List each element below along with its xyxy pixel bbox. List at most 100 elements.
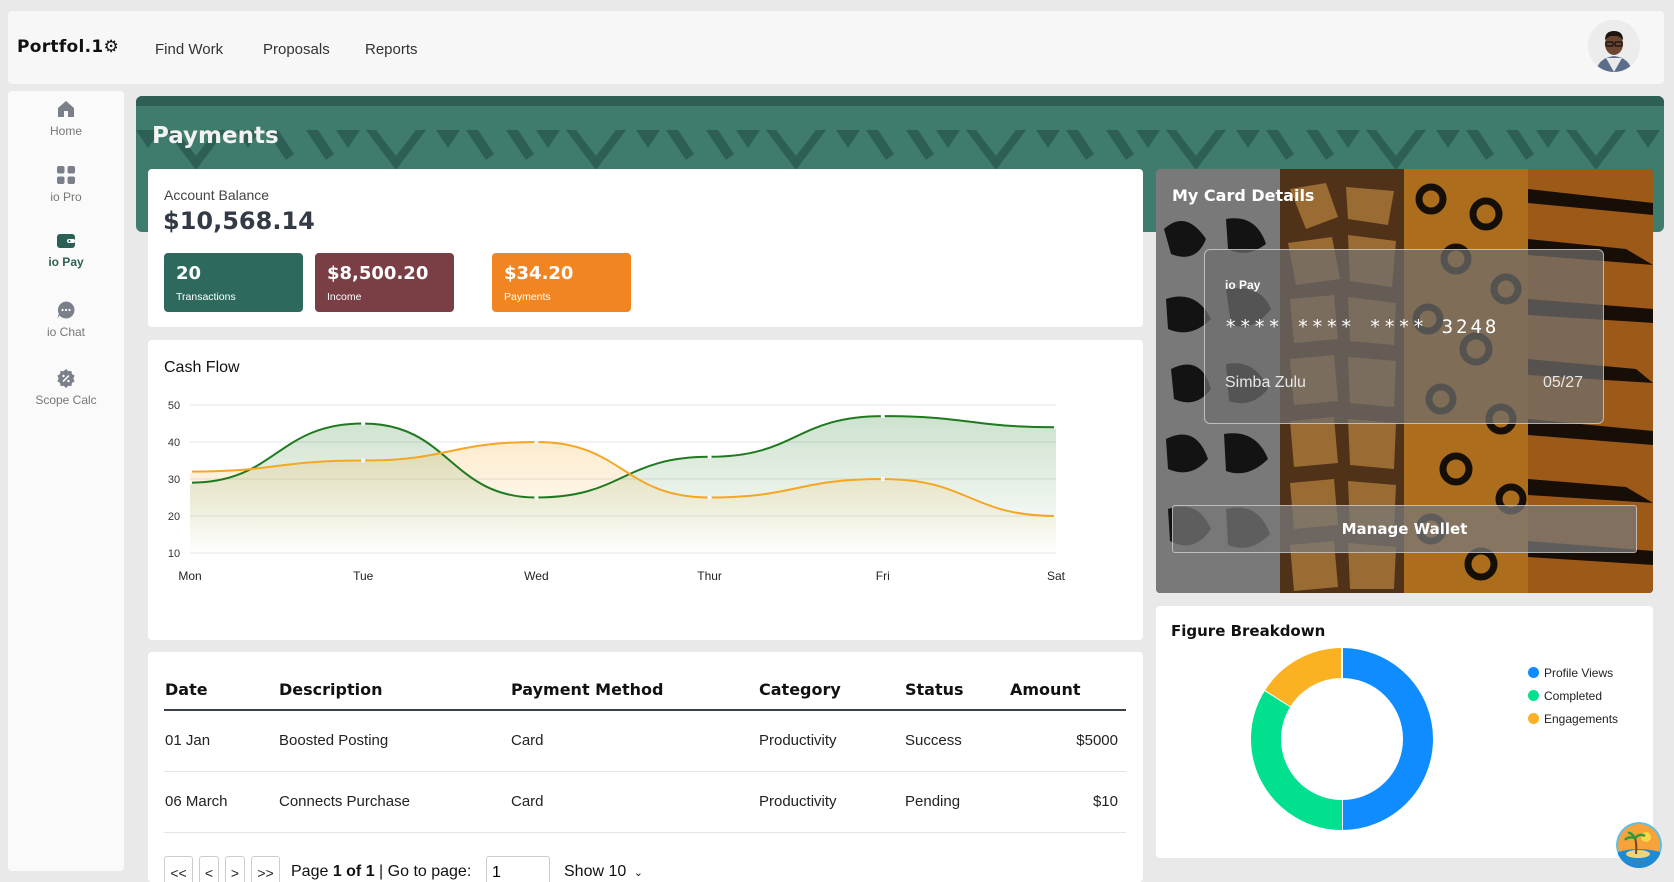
- table-header-row: Date Description Payment Method Category…: [164, 670, 1126, 711]
- data-point: [534, 440, 539, 444]
- account-balance-card: Account Balance $10,568.14 20 Transactio…: [148, 169, 1143, 327]
- next-page-button[interactable]: >: [225, 856, 245, 882]
- sidebar: Home io Pro io Pay io Chat Scope Calc: [8, 91, 124, 871]
- legend-profile-views: Profile Views: [1528, 666, 1613, 680]
- avatar-image: [1588, 20, 1640, 72]
- card-number: **** **** **** 3248: [1225, 316, 1500, 338]
- stat-label: Payments: [504, 291, 551, 303]
- stat-label: Transactions: [176, 291, 236, 303]
- col-description[interactable]: Description: [278, 670, 510, 711]
- tribal-pattern: [136, 96, 1664, 170]
- page-prefix: Page: [291, 863, 333, 880]
- sidebar-item-label: io Pay: [48, 255, 84, 269]
- x-tick-label: Sat: [1047, 569, 1066, 583]
- card-expiry: 05/27: [1542, 374, 1583, 391]
- figure-breakdown-card: Figure Breakdown Profile Views Completed…: [1156, 606, 1653, 858]
- cell-description: Connects Purchase: [278, 771, 510, 833]
- home-icon: [58, 101, 74, 117]
- legend-completed: Completed: [1528, 689, 1602, 703]
- sidebar-item-io-chat[interactable]: io Chat: [8, 300, 124, 339]
- data-point: [1054, 425, 1058, 430]
- y-tick-label: 10: [168, 548, 180, 560]
- cell-category: Productivity: [758, 710, 904, 772]
- data-point: [707, 454, 712, 459]
- stat-value: $8,500.20: [327, 263, 429, 284]
- first-page-button[interactable]: <<: [164, 856, 193, 882]
- goto-page-input[interactable]: [486, 856, 550, 882]
- legend-dot: [1528, 713, 1539, 724]
- cash-flow-title: Cash Flow: [164, 359, 240, 376]
- stat-transactions[interactable]: 20 Transactions: [164, 253, 303, 312]
- sidebar-item-io-pay[interactable]: io Pay: [8, 232, 124, 269]
- payment-card[interactable]: io Pay **** **** **** 3248 Simba Zulu 05…: [1204, 249, 1604, 424]
- card-holder: Simba Zulu: [1225, 374, 1306, 391]
- manage-wallet-button[interactable]: Manage Wallet: [1172, 505, 1637, 553]
- y-tick-label: 30: [168, 474, 180, 486]
- cell-date: 06 March: [164, 771, 278, 833]
- logo-text: Portfol.1: [17, 37, 104, 57]
- table-row[interactable]: 01 Jan Boosted Posting Card Productivity…: [164, 710, 1126, 772]
- cell-description: Boosted Posting: [278, 710, 510, 772]
- slice-separator: [1264, 689, 1292, 708]
- x-tick-label: Tue: [353, 569, 374, 583]
- donut-slice: [1265, 648, 1343, 707]
- nav-proposals[interactable]: Proposals: [263, 41, 330, 58]
- col-payment-method[interactable]: Payment Method: [510, 670, 758, 711]
- floating-app-button[interactable]: [1616, 822, 1662, 868]
- stat-income[interactable]: $8,500.20 Income: [315, 253, 454, 312]
- sidebar-item-label: Scope Calc: [35, 393, 97, 407]
- y-tick-label: 40: [168, 437, 180, 449]
- cell-date: 01 Jan: [164, 710, 278, 772]
- legend-dot: [1528, 667, 1539, 678]
- cell-payment-method: Card: [510, 710, 758, 772]
- series-line: [189, 440, 1057, 517]
- sidebar-item-home[interactable]: Home: [8, 99, 124, 138]
- y-tick-label: 50: [168, 400, 180, 412]
- donut-slice: [1251, 690, 1343, 830]
- sidebar-item-io-pro[interactable]: io Pro: [8, 165, 124, 204]
- card-brand: io Pay: [1225, 278, 1261, 292]
- cell-status: Success: [904, 710, 1009, 772]
- percent-icon: [57, 369, 75, 388]
- nav-reports[interactable]: Reports: [365, 41, 418, 58]
- cell-category: Productivity: [758, 771, 904, 833]
- series-line: [189, 415, 1057, 499]
- page-size-select[interactable]: Show 10 ⌄: [564, 863, 643, 881]
- data-point: [188, 480, 192, 485]
- legend-label: Engagements: [1544, 712, 1619, 726]
- cell-amount: $5000: [1009, 710, 1126, 772]
- col-category[interactable]: Category: [758, 670, 904, 711]
- stat-payments[interactable]: $34.20 Payments: [492, 253, 631, 312]
- sidebar-item-label: Home: [49, 124, 82, 138]
- page-title: Payments: [152, 123, 279, 149]
- card-details-title: My Card Details: [1172, 186, 1315, 205]
- data-point: [534, 495, 539, 500]
- legend-engagements: Engagements: [1528, 712, 1618, 726]
- table-row[interactable]: 06 March Connects Purchase Card Producti…: [164, 771, 1126, 833]
- avatar[interactable]: [1588, 20, 1640, 72]
- col-status[interactable]: Status: [904, 670, 1009, 711]
- cell-payment-method: Card: [510, 771, 758, 833]
- col-date[interactable]: Date: [164, 670, 278, 711]
- top-bar: Portfol.1⚙ Find Work Proposals Reports: [8, 11, 1664, 84]
- series-area: [190, 442, 1056, 553]
- legend-label: Profile Views: [1544, 666, 1614, 680]
- col-amount[interactable]: Amount: [1009, 670, 1126, 711]
- balance-amount: $10,568.14: [163, 207, 315, 235]
- stat-value: $34.20: [504, 263, 574, 284]
- nav-find-work[interactable]: Find Work: [155, 41, 224, 58]
- sidebar-item-label: io Pro: [50, 190, 82, 204]
- breakdown-title: Figure Breakdown: [1171, 622, 1326, 640]
- last-page-button[interactable]: >>: [251, 856, 280, 882]
- chat-icon: [57, 301, 75, 319]
- prev-page-button[interactable]: <: [199, 856, 219, 882]
- data-point: [361, 458, 366, 463]
- x-tick-label: Thur: [697, 569, 722, 583]
- sidebar-item-scope-calc[interactable]: Scope Calc: [8, 368, 124, 407]
- stat-value: 20: [176, 263, 202, 284]
- chevron-down-icon: ⌄: [633, 867, 643, 879]
- logo[interactable]: Portfol.1⚙: [17, 37, 119, 57]
- sidebar-item-label: io Chat: [46, 325, 86, 339]
- data-point: [361, 421, 366, 426]
- grid-icon: [57, 166, 75, 184]
